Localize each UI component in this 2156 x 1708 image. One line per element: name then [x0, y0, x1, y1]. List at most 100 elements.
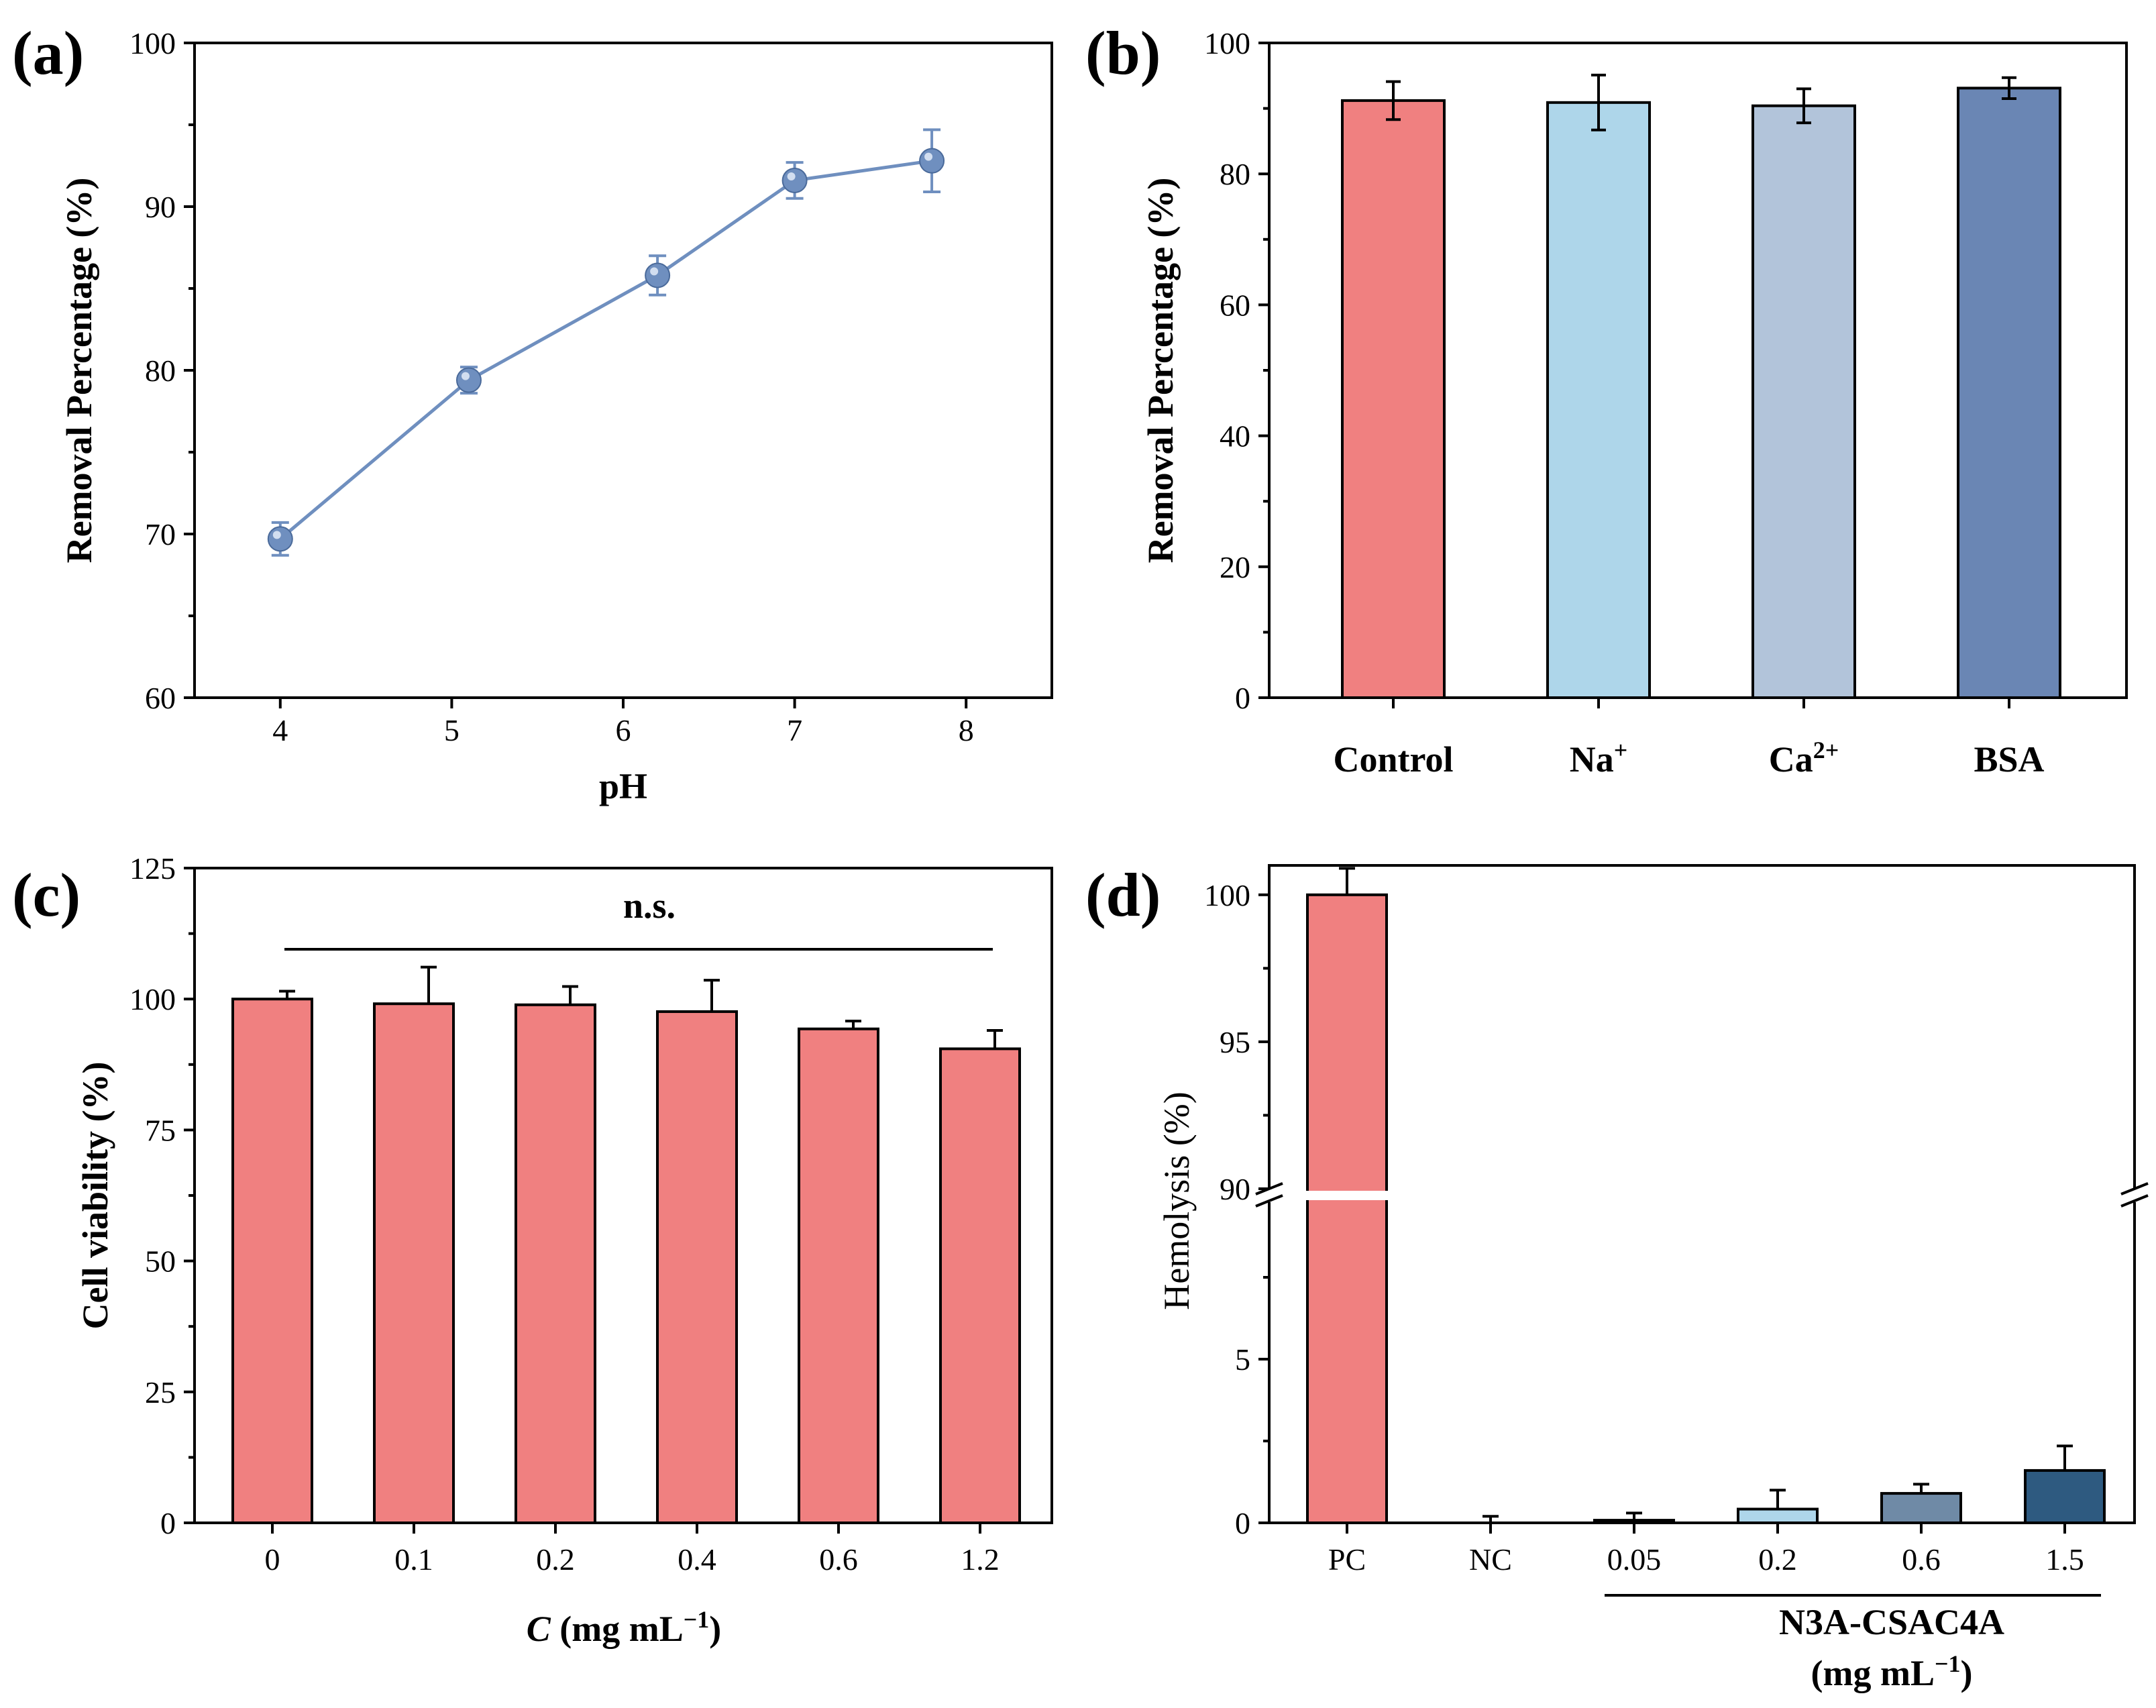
panel-d-y-tick-label: 5: [1235, 1342, 1250, 1377]
panel-b-y-tick-label: 40: [1220, 419, 1250, 453]
panel-d-break-mark-right-2: [2120, 1194, 2149, 1208]
panel-label-a: (a): [12, 19, 84, 87]
panel-d-group-label: N3A-CSAC4A: [1779, 1602, 2004, 1642]
panel-d-bar-break-stripe: [1305, 1191, 1389, 1200]
panel-b-y-axis-title: Removal Percentage (%): [1140, 178, 1181, 564]
panel-c-y-tick-label: 50: [145, 1244, 176, 1279]
panel-b-category-label: Ca2+: [1769, 737, 1839, 780]
panel-c-ns-label: n.s.: [623, 886, 676, 926]
panel-c-x-axis-unit-close: ): [709, 1609, 721, 1649]
panel-a-point-highlight: [650, 267, 659, 276]
panel-c-x-axis-title: C (mg mL−1): [527, 1606, 722, 1649]
panel-c-x-tick-label: 0.2: [536, 1542, 575, 1577]
panel-a-data-point: [919, 148, 945, 174]
panel-c-y-tick-label: 25: [145, 1375, 176, 1409]
panel-c-x-axis-unit-sup: −1: [684, 1606, 710, 1633]
panel-d-bar: [1306, 893, 1388, 1525]
panel-b-y-tick-label: 20: [1220, 550, 1250, 584]
panel-label-d: (d): [1085, 861, 1161, 929]
panel-a-point-highlight: [924, 152, 933, 161]
panel-d-group-unit-sup: −1: [1935, 1650, 1961, 1677]
panel-d-bar: [1593, 1519, 1675, 1524]
panel-b-category-base: BSA: [1974, 739, 2044, 780]
panel-d-bar: [1880, 1492, 1962, 1525]
panel-a-x-tick-label: 7: [787, 713, 802, 747]
panel-d-x-tick-label: PC: [1328, 1542, 1366, 1577]
panel-d-bar: [2024, 1469, 2106, 1524]
panel-c-bar: [515, 1003, 596, 1524]
panel-c-x-tick-label: 0.6: [819, 1542, 858, 1577]
panel-c-frame: [193, 867, 1053, 1524]
panel-c-x-tick-label: 1.2: [961, 1542, 1000, 1577]
panel-d-x-tick-label: NC: [1469, 1542, 1512, 1577]
panel-d-group-unit-close: ): [1961, 1653, 1973, 1693]
panel-a-y-tick-label: 100: [129, 26, 176, 60]
panel-a-series-line: [279, 159, 932, 541]
panel-a-data-point: [645, 262, 671, 288]
panel-c-y-axis-title: Cell viability (%): [75, 1062, 115, 1330]
panel-label-c: (c): [12, 861, 80, 929]
panel-a-point-highlight: [461, 372, 470, 380]
panel-a-x-tick-label: 8: [959, 713, 974, 747]
panel-b-bar: [1341, 99, 1446, 699]
panel-a-x-axis-title: pH: [599, 766, 647, 806]
panel-c-bar: [373, 1002, 455, 1524]
panel-b: (b) 0 20 40 60 80 100 Control Na+ Ca2+ BSA Remov…: [1085, 19, 2128, 780]
panel-a-point-highlight: [272, 531, 281, 539]
panel-c-x-tick-label: 0.1: [394, 1542, 433, 1577]
panel-a-data-point: [781, 167, 808, 193]
panel-b-category-label: Na+: [1570, 737, 1628, 780]
panel-c-y-tick-label: 100: [129, 982, 176, 1016]
panel-c-x-tick-label: 0: [265, 1542, 280, 1577]
panel-d-group-unit-text: (mg mL: [1811, 1653, 1935, 1693]
panel-b-category-label: Control: [1333, 739, 1453, 780]
panel-b-category-sup: 2+: [1813, 737, 1839, 763]
panel-c-y-tick-label: 125: [129, 851, 176, 886]
panel-b-bar: [1751, 104, 1856, 700]
panel-b-bar: [1957, 87, 2061, 699]
panel-d-break-mark-left-2: [1255, 1194, 1283, 1208]
panel-a-data-point: [455, 367, 482, 393]
panel-c-y-tick-label: 0: [160, 1506, 176, 1540]
panel-d-y-tick-label: 0: [1235, 1506, 1250, 1540]
panel-a-y-tick-label: 90: [145, 190, 176, 224]
panel-d-frame: [1268, 864, 2136, 1524]
panel-b-y-tick-label: 100: [1204, 26, 1250, 60]
panel-d-y-tick-label: 95: [1220, 1025, 1250, 1059]
panel-d: (d) 0 5 90 95 100 PC NC 0.05 0.2 0.6 1.5 N3A-CSAC4…: [1085, 861, 2149, 1693]
panel-d-group-unit: (mg mL−1): [1811, 1650, 1973, 1693]
panel-b-category-base: Na: [1570, 739, 1614, 780]
panel-b-y-tick-label: 60: [1220, 288, 1250, 322]
panel-c: (c) 0 25 50 75 100 125 0 0.1 0.2 0.4 0.6 1.2 n.s. C…: [12, 851, 1053, 1649]
panel-a-y-tick-label: 60: [145, 681, 176, 715]
panel-d-y-tick-label: 100: [1204, 878, 1250, 912]
panel-c-bar: [656, 1010, 738, 1524]
panel-a-frame: [193, 42, 1053, 699]
panel-d-x-tick-label: 0.2: [1758, 1542, 1797, 1577]
panel-d-x-tick-label: 0.05: [1607, 1542, 1662, 1577]
panel-b-category-base: Ca: [1769, 739, 1813, 780]
panel-d-break-mark-right-1: [2120, 1182, 2149, 1195]
panel-c-x-axis-var: C: [527, 1609, 551, 1649]
panel-b-category-sup: +: [1614, 737, 1628, 763]
panel-b-category-label: BSA: [1974, 739, 2044, 780]
panel-d-x-tick-label: 1.5: [2045, 1542, 2084, 1577]
panel-b-y-tick-label: 0: [1235, 681, 1250, 715]
panel-c-bar: [798, 1027, 879, 1524]
panel-a-point-highlight: [787, 172, 796, 180]
panel-d-y-tick-label: 90: [1220, 1172, 1250, 1206]
panel-d-y-axis-title: Hemolysis (%): [1156, 1091, 1197, 1310]
panel-a-x-tick-label: 4: [272, 713, 288, 747]
panel-a-y-tick-label: 70: [145, 517, 176, 551]
panel-c-x-tick-label: 0.4: [678, 1542, 716, 1577]
panel-a-data-point: [267, 526, 293, 552]
panel-c-bar: [939, 1047, 1021, 1524]
panel-a-y-tick-label: 80: [145, 354, 176, 388]
panel-a-x-tick-label: 5: [444, 713, 460, 747]
panel-a: (a) 4 5 6 7 8 60 70 80 90 100 pH Removal Percenta…: [12, 19, 1053, 806]
panel-b-bar: [1546, 101, 1651, 700]
panel-a-x-tick-label: 6: [616, 713, 631, 747]
panel-a-y-axis-title: Removal Percentage (%): [59, 178, 99, 564]
panel-b-category-base: Control: [1333, 739, 1453, 780]
